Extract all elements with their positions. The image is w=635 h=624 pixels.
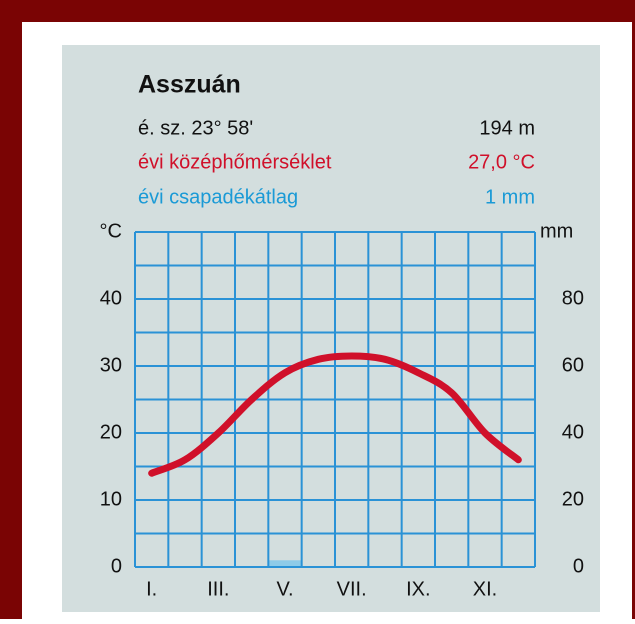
y-tick-label: 30 bbox=[100, 354, 122, 376]
x-tick-label: I. bbox=[146, 578, 157, 600]
y2-tick-label: 80 bbox=[562, 287, 584, 309]
y2-tick-label: 0 bbox=[573, 555, 584, 577]
elevation: 194 m bbox=[479, 117, 535, 139]
temperature-value: 27,0 °C bbox=[468, 151, 535, 173]
precipitation-value: 1 mm bbox=[485, 186, 535, 208]
temperature-label: évi középhőmérséklet bbox=[138, 151, 332, 173]
y-axis-label: °C bbox=[100, 220, 122, 242]
temperature-line bbox=[148, 352, 522, 477]
precipitation-label: évi csapadékátlag bbox=[138, 186, 298, 208]
y2-axis-label: mm bbox=[540, 220, 573, 242]
y-tick-label: 0 bbox=[111, 555, 122, 577]
x-tick-label: VII. bbox=[337, 578, 367, 600]
y2-tick-label: 60 bbox=[562, 354, 584, 376]
y-tick-label: 10 bbox=[100, 488, 122, 510]
y-tick-label: 40 bbox=[100, 287, 122, 309]
y2-tick-label: 20 bbox=[562, 488, 584, 510]
x-tick-label: V. bbox=[276, 578, 293, 600]
location: é. sz. 23° 58' bbox=[138, 117, 253, 139]
chart-box bbox=[62, 45, 600, 612]
x-tick-label: XI. bbox=[473, 578, 497, 600]
x-tick-label: IX. bbox=[406, 578, 430, 600]
y2-tick-label: 40 bbox=[562, 421, 584, 443]
y-tick-label: 20 bbox=[100, 421, 122, 443]
chart-title: Asszuán bbox=[138, 71, 241, 99]
x-tick-label: III. bbox=[207, 578, 229, 600]
precip-bar bbox=[268, 560, 302, 567]
